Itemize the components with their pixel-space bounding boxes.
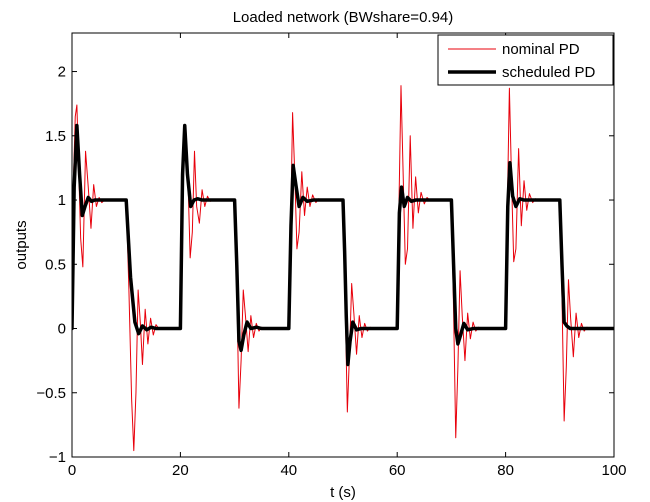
plot-area	[72, 85, 614, 452]
legend-label-scheduled-pd: scheduled PD	[502, 64, 596, 81]
legend-label-nominal-pd: nominal PD	[502, 41, 580, 58]
chart-title: Loaded network (BWshare=0.94)	[233, 9, 454, 26]
plot-frame	[71, 32, 615, 458]
y-tick-label: 0	[58, 321, 66, 338]
x-tick-label: 100	[601, 462, 626, 479]
x-tick-label: 60	[389, 462, 406, 479]
legend: nominal PD scheduled PD	[437, 34, 614, 86]
y-tick-label: 0.5	[45, 256, 66, 273]
y-tick-label: −1	[49, 449, 66, 466]
x-tick-label: 80	[497, 462, 514, 479]
legend-box	[437, 34, 614, 86]
y-tick-label: 1	[58, 192, 66, 209]
x-tick-label: 20	[172, 462, 189, 479]
series-line-scheduled-pd	[72, 123, 614, 367]
y-axis-title: outputs	[13, 220, 30, 269]
x-tick-label: 0	[68, 462, 76, 479]
x-axis-title: t (s)	[330, 484, 356, 501]
x-tick-label: 40	[280, 462, 297, 479]
y-tick-label: 2	[58, 64, 66, 81]
y-tick-label: 1.5	[45, 128, 66, 145]
y-tick-label: −0.5	[36, 385, 66, 402]
